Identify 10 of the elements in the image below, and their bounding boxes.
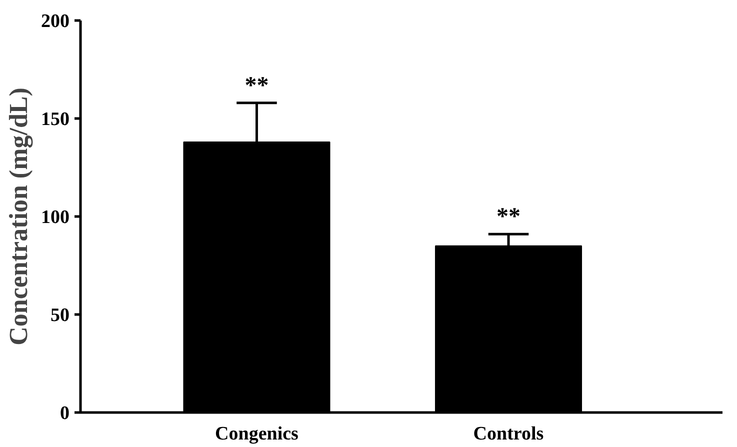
y-tick-label: 0 <box>60 403 70 424</box>
annotation: ** <box>244 72 269 99</box>
y-tick-label: 150 <box>41 109 70 130</box>
y-tick-label: 200 <box>41 11 70 32</box>
annotation: ** <box>496 204 520 230</box>
x-tick-label: Controls <box>473 424 544 444</box>
y-tick-label: 100 <box>41 207 70 228</box>
x-tick-label: Congenics <box>215 424 298 444</box>
y-tick-label: 50 <box>50 305 70 326</box>
y-axis-title: Concentration (mg/dL) <box>4 88 33 346</box>
